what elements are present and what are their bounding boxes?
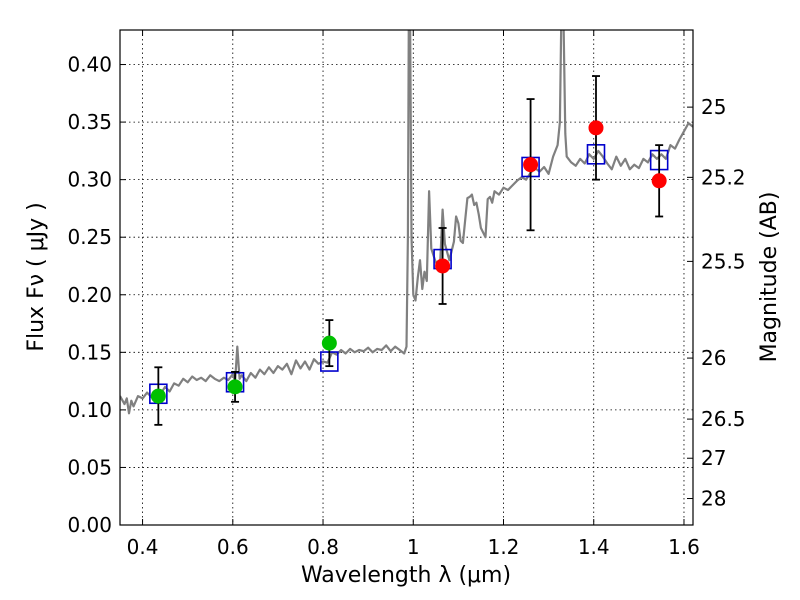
mag-tick-label: 27 [701, 446, 726, 470]
y-tick-label: 0.40 [67, 53, 112, 77]
mag-tick-label: 26 [701, 346, 726, 370]
x-tick-label: 0.8 [307, 535, 339, 559]
y-tick-label: 0.20 [67, 283, 112, 307]
x-axis-title: Wavelength λ (μm) [301, 563, 511, 588]
y-tick-label: 0.05 [67, 455, 112, 479]
y-tick-label: 0.25 [67, 225, 112, 249]
y-axis-title: Flux Fν ( μJy ) [24, 202, 49, 351]
series-layer [120, 30, 693, 415]
mag-tick-label: 26.5 [701, 407, 746, 431]
mag-tick-label: 25 [701, 95, 726, 119]
y-right-axis-title: Magnitude (AB) [757, 192, 782, 363]
mag-tick-label: 25.2 [701, 165, 746, 189]
y-tick-label: 0.30 [67, 168, 112, 192]
mag-tick-label: 28 [701, 487, 726, 511]
x-tick-label: 0.4 [127, 535, 159, 559]
marks-layer [149, 75, 669, 426]
observed-point [321, 335, 337, 351]
observed-point [227, 379, 243, 395]
x-tick-label: 1.2 [488, 535, 520, 559]
x-tick-label: 1 [407, 535, 420, 559]
y-tick-label: 0.10 [67, 398, 112, 422]
y-tick-label: 0.15 [67, 340, 112, 364]
observed-point [150, 388, 166, 404]
plot-frame [119, 29, 694, 526]
x-tick-label: 1.6 [668, 535, 700, 559]
mag-tick-label: 25.5 [701, 249, 746, 273]
observed-point [588, 120, 604, 136]
x-tick-label: 1.4 [578, 535, 610, 559]
observed-point [435, 258, 451, 274]
y-tick-label: 0.00 [67, 513, 112, 537]
observed-point [523, 157, 539, 173]
observed-point [651, 173, 667, 189]
x-tick-label: 0.6 [217, 535, 249, 559]
y-tick-label: 0.35 [67, 110, 112, 134]
spectrum-line [120, 30, 693, 415]
axis-ticks: 0.4 0.6 0.8 1 1.2 1.4 1.6 0.00 0.05 0.10 0.15 0.20 0… [67, 30, 746, 559]
